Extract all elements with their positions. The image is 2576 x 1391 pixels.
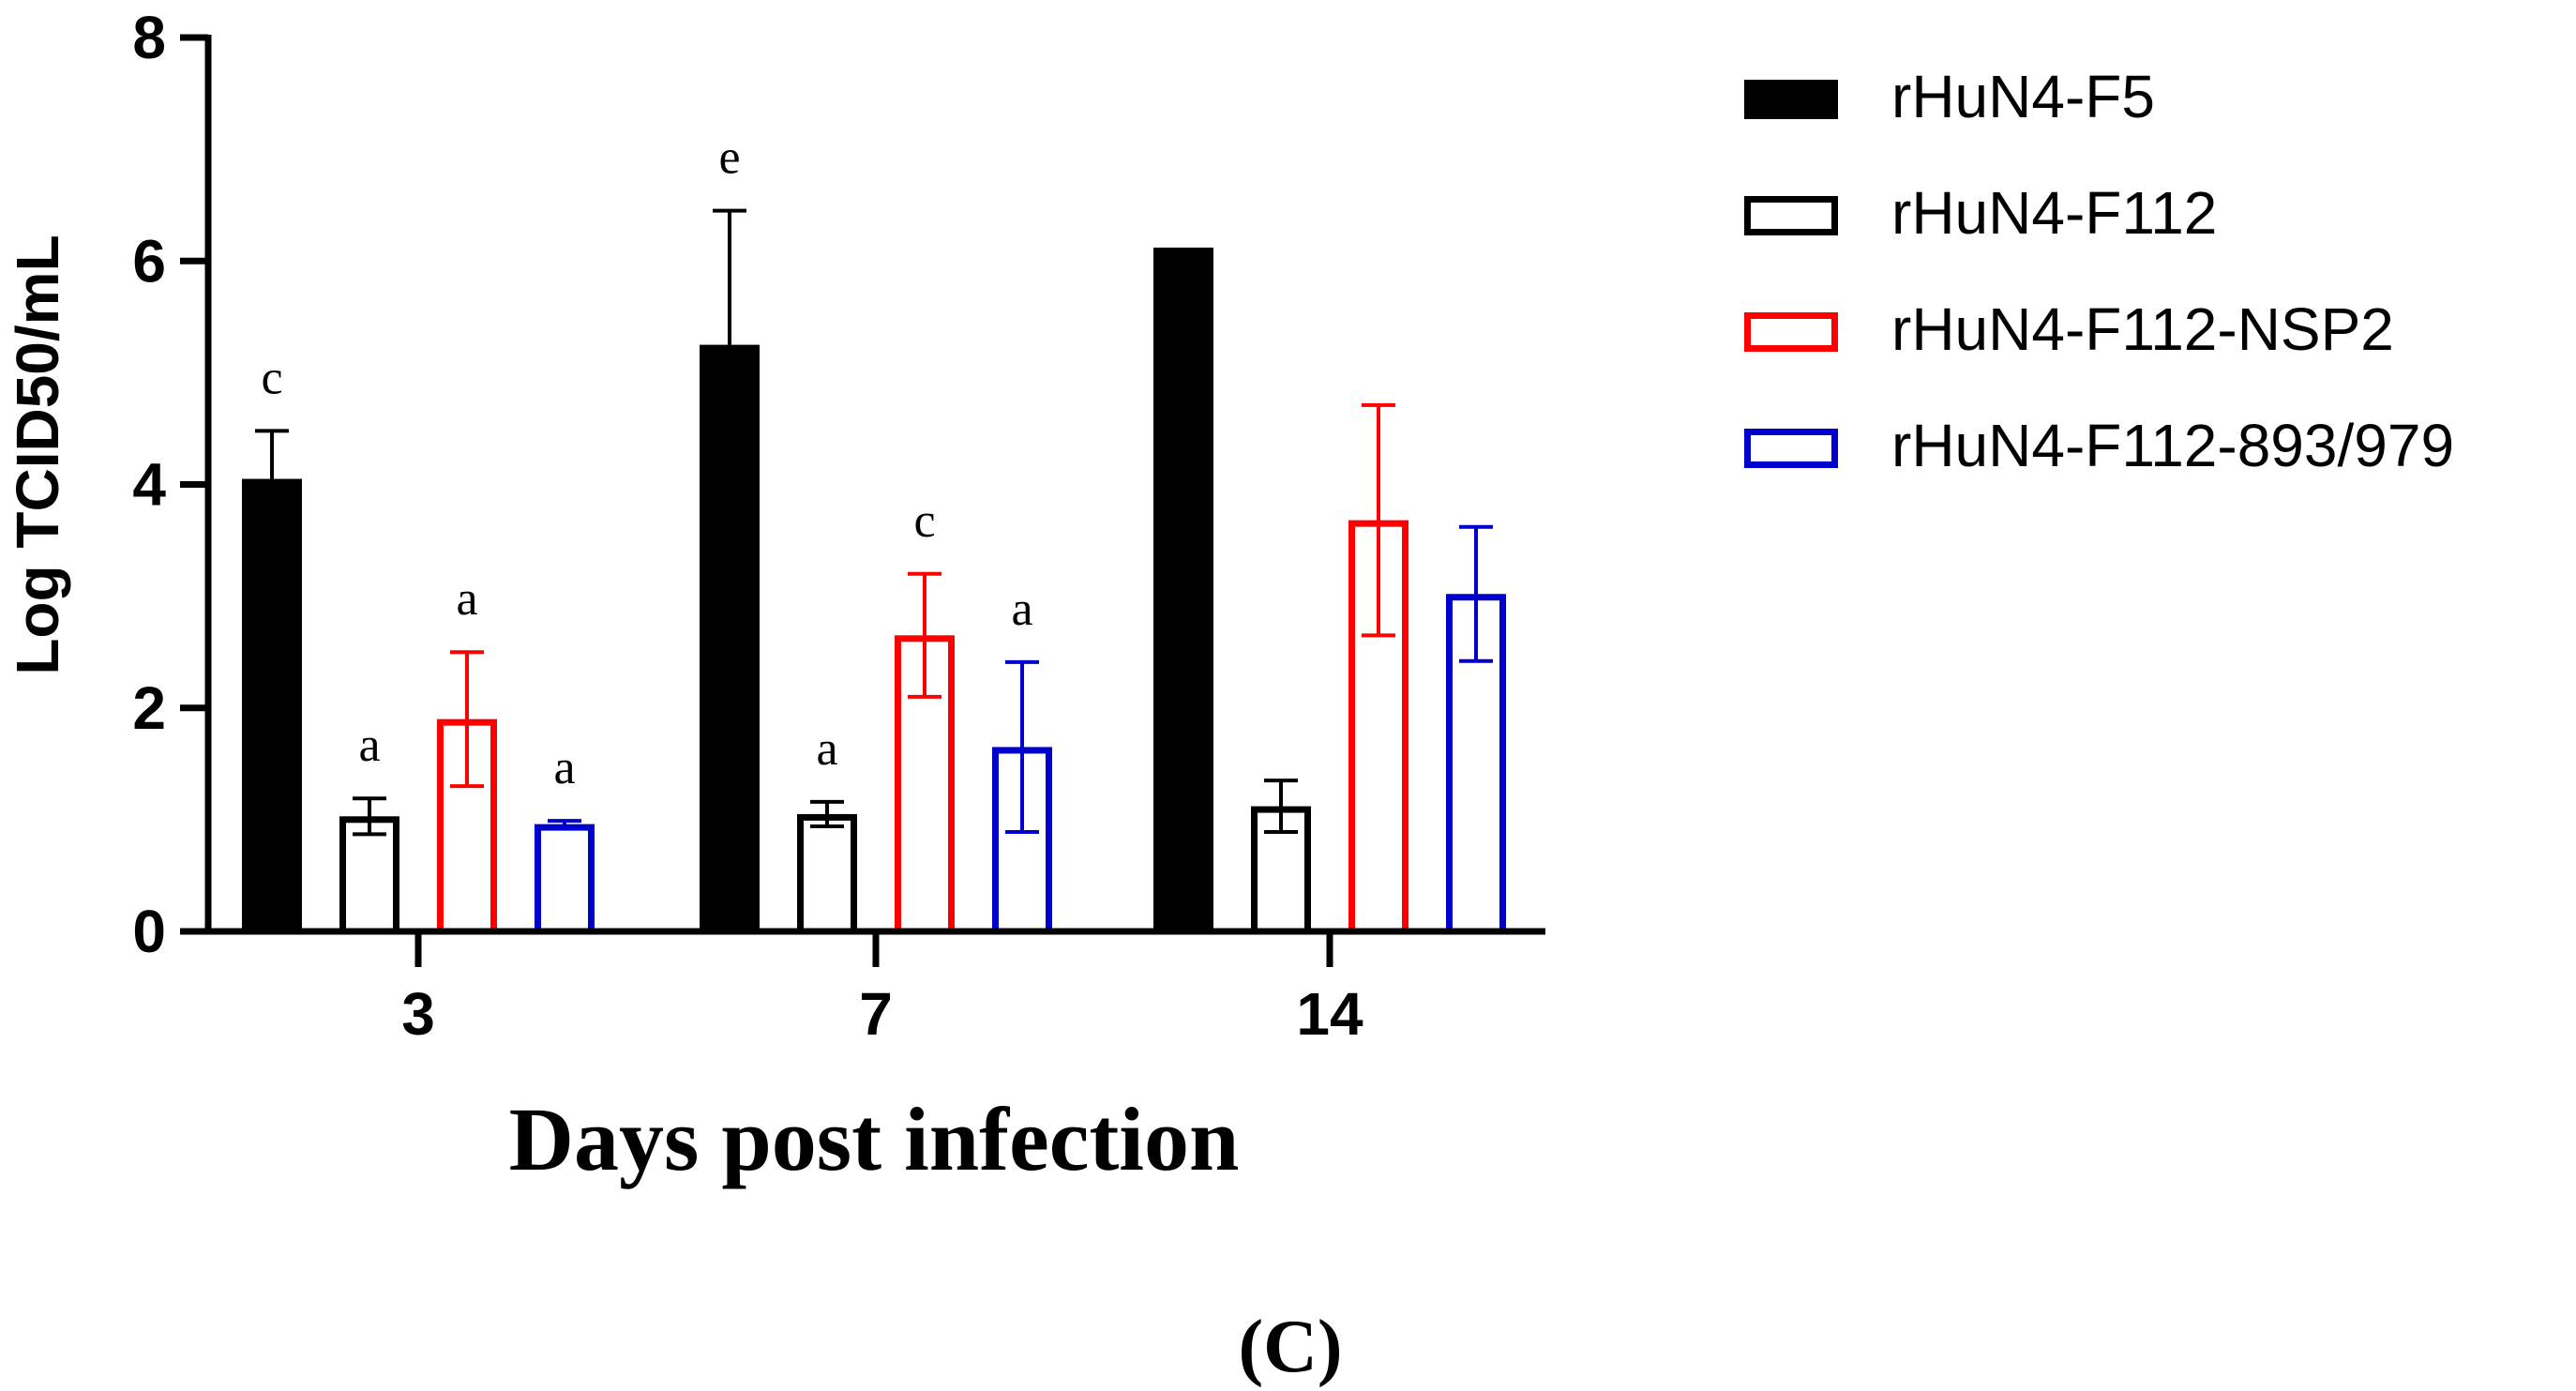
legend: rHuN4-F5 rHuN4-F112 rHuN4-F112-NSP2 rHuN4-F… bbox=[1744, 63, 2454, 479]
y-tick-label: 8 bbox=[132, 4, 166, 71]
bar bbox=[700, 344, 760, 931]
x-tick-label: 14 bbox=[1296, 980, 1363, 1048]
significance-label: a bbox=[553, 741, 575, 794]
legend-label: rHuN4-F112-NSP2 bbox=[1891, 295, 2394, 363]
bar bbox=[1153, 247, 1213, 932]
ticks-layer: 0 2 4 6 8 3 7 14 bbox=[132, 4, 1363, 1048]
legend-swatch bbox=[1744, 196, 1838, 235]
y-tick-label: 6 bbox=[132, 227, 166, 295]
axes-layer bbox=[204, 35, 1545, 935]
significance-label: a bbox=[1011, 582, 1032, 636]
legend-label: rHuN4-F112-893/979 bbox=[1891, 412, 2454, 479]
bars-layer: c a a a e a c a bbox=[242, 131, 1506, 935]
x-tick-label: 7 bbox=[859, 980, 893, 1048]
y-tick-label: 4 bbox=[132, 451, 166, 519]
legend-swatch bbox=[1744, 429, 1838, 468]
y-axis-title: Log TCID50/mL bbox=[4, 234, 71, 674]
legend-label: rHuN4-F112 bbox=[1891, 179, 2217, 247]
bar bbox=[797, 813, 857, 935]
x-tick-label: 3 bbox=[401, 980, 435, 1048]
significance-label: a bbox=[816, 722, 837, 776]
legend-swatch bbox=[1744, 80, 1838, 119]
y-tick-label: 0 bbox=[132, 898, 166, 965]
significance-label: a bbox=[358, 718, 380, 772]
x-axis-title: Days post infection bbox=[509, 1089, 1240, 1189]
y-tick-label: 2 bbox=[132, 674, 166, 742]
legend-swatch bbox=[1744, 312, 1838, 352]
significance-label: c bbox=[913, 494, 935, 548]
legend-label: rHuN4-F5 bbox=[1891, 63, 2155, 130]
bar bbox=[242, 478, 302, 931]
significance-label: e bbox=[718, 131, 740, 185]
panel-label: (C) bbox=[1238, 1306, 1342, 1388]
bar bbox=[535, 824, 595, 935]
significance-label: c bbox=[261, 351, 282, 404]
significance-label: a bbox=[456, 572, 477, 626]
bar bbox=[339, 816, 399, 935]
